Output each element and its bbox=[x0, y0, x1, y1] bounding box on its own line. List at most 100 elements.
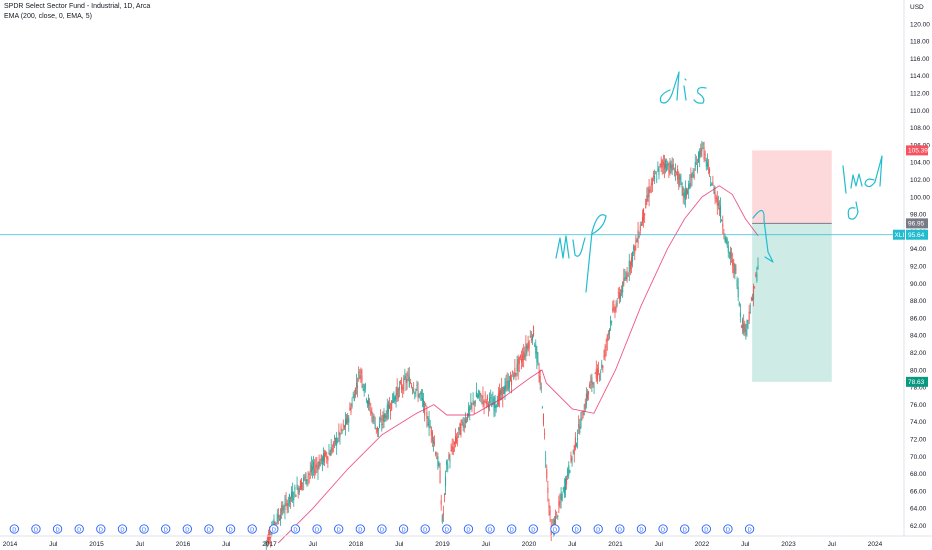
candle-body bbox=[617, 292, 619, 294]
candle-body bbox=[677, 169, 679, 180]
candle-body bbox=[579, 426, 581, 433]
candle-body bbox=[468, 406, 470, 416]
candle-body bbox=[425, 405, 427, 407]
candle-body bbox=[643, 208, 645, 221]
candle-body bbox=[497, 393, 499, 405]
candle-body bbox=[376, 426, 378, 433]
candle-body bbox=[692, 171, 694, 175]
dividend-marker bbox=[225, 524, 236, 534]
take-profit-zone[interactable] bbox=[752, 223, 832, 382]
candle-body bbox=[683, 192, 685, 198]
candle-body bbox=[539, 376, 541, 385]
candle-body bbox=[469, 407, 471, 411]
candle-body bbox=[522, 355, 524, 361]
y-tick-label: 108.00 bbox=[910, 125, 930, 132]
candle-body bbox=[350, 407, 352, 413]
candle-body bbox=[413, 388, 415, 392]
candle-body bbox=[302, 482, 304, 484]
candle-body bbox=[676, 171, 678, 173]
candle-body bbox=[439, 470, 441, 483]
candle-body bbox=[639, 225, 641, 231]
candle-body bbox=[423, 399, 425, 407]
candle-body bbox=[756, 272, 758, 281]
dividend-label: D bbox=[185, 527, 189, 533]
candle-body bbox=[471, 403, 473, 405]
candle-body bbox=[437, 456, 439, 466]
candle-body bbox=[460, 424, 462, 435]
candle-body bbox=[442, 513, 444, 515]
dividend-marker bbox=[420, 524, 430, 534]
candle-body bbox=[678, 173, 680, 186]
dividend-marker bbox=[52, 524, 63, 534]
candle-body bbox=[380, 418, 382, 421]
candle-body bbox=[267, 534, 269, 543]
y-tick-label: 100.00 bbox=[910, 194, 930, 201]
y-tick-label: 62.00 bbox=[910, 523, 927, 530]
candle-body bbox=[287, 503, 289, 506]
x-tick-label: 2018 bbox=[349, 541, 364, 548]
candle-body bbox=[467, 413, 469, 420]
candle-body bbox=[335, 438, 337, 444]
dividend-label: D bbox=[164, 527, 168, 533]
x-tick-label: 2017 bbox=[262, 541, 277, 548]
candle-body bbox=[338, 430, 340, 436]
candle-body bbox=[674, 170, 676, 173]
candle-body bbox=[672, 164, 674, 170]
y-tick-label: 76.00 bbox=[910, 402, 927, 409]
candle-body bbox=[580, 418, 582, 428]
candle-body bbox=[545, 458, 547, 460]
dividend-marker bbox=[723, 524, 733, 534]
candle-body bbox=[744, 323, 746, 333]
dividend-label: D bbox=[574, 527, 578, 533]
candle-body bbox=[615, 303, 617, 311]
candle-body bbox=[725, 236, 727, 243]
candle-body bbox=[307, 476, 309, 478]
dividend-marker bbox=[615, 524, 625, 534]
candle-body bbox=[432, 440, 434, 444]
candle-body bbox=[285, 499, 287, 501]
candle-body bbox=[529, 335, 531, 338]
candle-body bbox=[599, 376, 601, 378]
candle-body bbox=[618, 292, 620, 299]
stop-loss-zone[interactable] bbox=[752, 150, 832, 224]
last-price-tag-bg bbox=[906, 229, 928, 240]
candle-body bbox=[431, 431, 433, 442]
candle-body bbox=[276, 513, 278, 523]
dividend-marker bbox=[117, 524, 128, 534]
handwriting-layer bbox=[555, 71, 883, 293]
candle-body bbox=[418, 393, 420, 398]
candle-body bbox=[505, 381, 507, 390]
dividend-marker bbox=[636, 524, 647, 534]
candle-body bbox=[685, 188, 687, 196]
position-box[interactable] bbox=[752, 150, 832, 382]
candle-body bbox=[398, 386, 400, 390]
candle-body bbox=[446, 461, 448, 465]
candle-body bbox=[472, 400, 474, 402]
candle-body bbox=[507, 380, 509, 390]
dividend-label: D bbox=[704, 527, 708, 533]
y-tick-label: 116.00 bbox=[910, 56, 930, 63]
candle-body bbox=[435, 452, 437, 455]
candle-body bbox=[406, 378, 408, 383]
candle-body bbox=[315, 464, 317, 468]
candle-body bbox=[498, 390, 500, 399]
candle-body bbox=[343, 425, 345, 429]
candle-body bbox=[325, 451, 327, 456]
candle-body bbox=[717, 202, 719, 206]
candle-body bbox=[636, 241, 638, 243]
candle-body bbox=[426, 411, 428, 420]
candle-body bbox=[575, 443, 577, 446]
candle-body bbox=[402, 387, 404, 390]
candle-body bbox=[496, 402, 498, 408]
candle-body bbox=[296, 484, 298, 489]
candle-body bbox=[452, 447, 454, 453]
candle-body bbox=[449, 459, 451, 462]
candle-body bbox=[428, 418, 430, 429]
candle-body bbox=[462, 422, 464, 427]
candle-body bbox=[479, 391, 481, 396]
currency-label: USD bbox=[910, 4, 924, 11]
dividend-label: D bbox=[250, 527, 254, 533]
candle-body bbox=[382, 414, 384, 422]
